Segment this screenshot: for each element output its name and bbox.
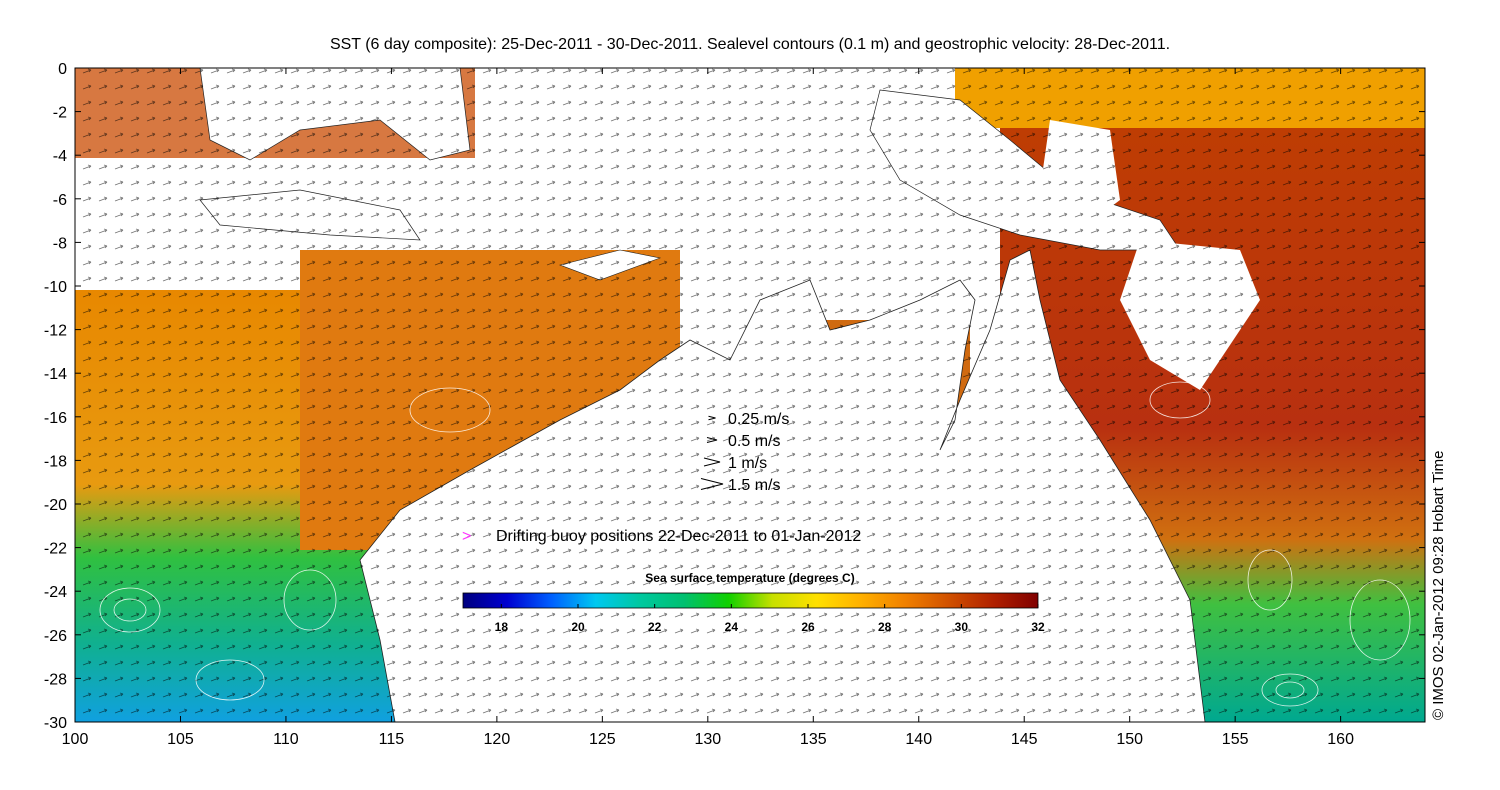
velocity-legend: 0.25 m/s 0.5 m/s 1 m/s 1.5 m/s — [700, 411, 789, 494]
velocity-legend-arrow — [703, 457, 721, 467]
colorbar-tick-label: 22 — [648, 620, 662, 634]
colorbar-tick-label: 24 — [725, 620, 739, 634]
sealevel-contours — [99, 381, 1411, 707]
y-tick-label: -28 — [44, 671, 67, 688]
x-tick-label: 100 — [62, 731, 89, 748]
y-tick-label: -12 — [44, 323, 67, 340]
velocity-legend-arrow — [708, 415, 716, 421]
colorbar-bar — [462, 592, 1039, 609]
colorbar-tick-label: 18 — [495, 620, 509, 634]
y-tick-label: -10 — [44, 279, 67, 296]
y-tick-label: -16 — [44, 410, 67, 427]
x-tick-label: 155 — [1222, 731, 1249, 748]
x-axis: 100 105 110 115 120 125 130 135 140 145 150 155 160 — [62, 68, 1354, 748]
y-tick-label: 0 — [58, 61, 67, 78]
y-tick-label: -2 — [53, 105, 67, 122]
y-tick-label: -6 — [53, 192, 67, 209]
x-tick-label: 105 — [167, 731, 194, 748]
x-tick-label: 145 — [1011, 731, 1038, 748]
velocity-legend-arrow — [700, 478, 724, 490]
y-tick-label: -24 — [44, 584, 67, 601]
x-tick-label: 120 — [484, 731, 511, 748]
colorbar-tick-label: 28 — [878, 620, 892, 634]
map-field — [75, 68, 1425, 722]
velocity-legend-label: 1.5 m/s — [728, 477, 780, 494]
x-tick-label: 130 — [694, 731, 721, 748]
colorbar-tick-label: 26 — [801, 620, 815, 634]
x-tick-label: 150 — [1116, 731, 1143, 748]
x-tick-label: 140 — [905, 731, 932, 748]
velocity-legend-label: 0.5 m/s — [728, 433, 780, 450]
y-tick-label: -4 — [53, 148, 67, 165]
buoy-legend-label: Drifting buoy positions 22-Dec-2011 to 0… — [496, 528, 861, 545]
y-tick-label: -22 — [44, 541, 67, 558]
y-tick-label: -30 — [44, 715, 67, 732]
velocity-legend-arrow — [706, 437, 718, 443]
y-axis: 0 -2 -4 -6 -8 -10 -12 -14 -16 -18 -20 -22 -24 -26 -28 -… — [44, 61, 1425, 732]
credit-text: © IMOS 02-Jan-2012 09:28 Hobart Time — [1430, 450, 1447, 720]
y-tick-label: -18 — [44, 453, 67, 470]
x-tick-label: 125 — [589, 731, 616, 748]
buoy-legend-marker: > — [462, 528, 471, 545]
buoy-legend: > Drifting buoy positions 22-Dec-2011 to… — [462, 528, 861, 545]
colorbar-title: Sea surface temperature (degrees C) — [645, 571, 854, 585]
y-tick-label: -8 — [53, 235, 67, 252]
colorbar: Sea surface temperature (degrees C) 18 20… — [462, 571, 1045, 634]
colorbar-tick-label: 20 — [571, 620, 585, 634]
map-title: SST (6 day composite): 25-Dec-2011 - 30-… — [329, 36, 1171, 53]
x-tick-label: 135 — [800, 731, 827, 748]
velocity-legend-label: 1 m/s — [728, 455, 767, 472]
x-tick-label: 110 — [273, 731, 299, 748]
y-tick-label: -14 — [44, 366, 67, 383]
colorbar-ticks: 18 20 22 24 26 28 30 32 — [495, 604, 1045, 634]
x-tick-label: 115 — [379, 731, 405, 748]
colorbar-tick-label: 32 — [1031, 620, 1045, 634]
colorbar-tick-label: 30 — [955, 620, 969, 634]
velocity-legend-label: 0.25 m/s — [728, 411, 789, 428]
x-tick-label: 160 — [1327, 731, 1354, 748]
y-tick-label: -26 — [44, 628, 67, 645]
plot-frame — [74, 67, 1426, 723]
y-tick-label: -20 — [44, 497, 67, 514]
